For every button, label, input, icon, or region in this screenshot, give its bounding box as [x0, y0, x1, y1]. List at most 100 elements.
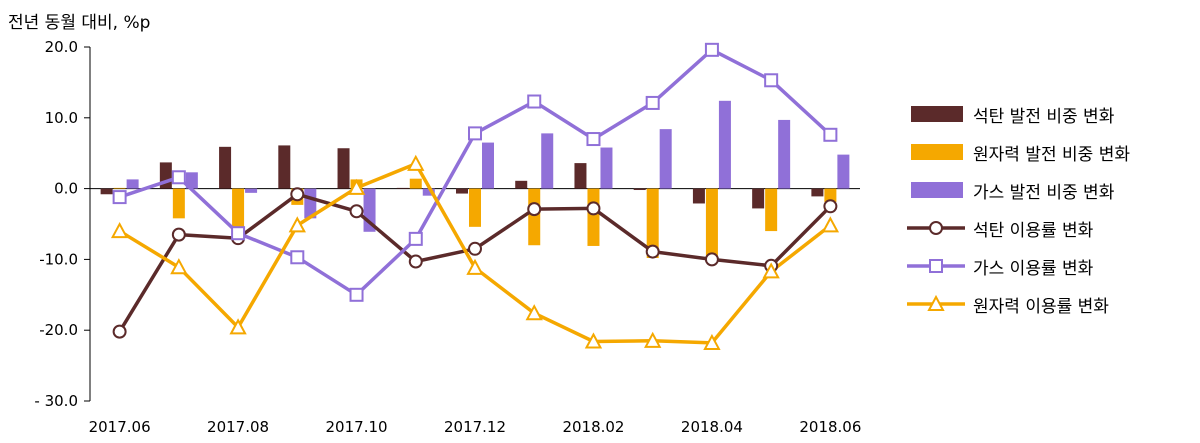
- point-nuclear-util: [525, 304, 543, 321]
- x-tick-label: 2018.04: [681, 418, 743, 436]
- y-tick-label: 10.0: [45, 109, 78, 127]
- point-coal-util: [112, 324, 127, 339]
- bar-gas-share: [482, 142, 494, 189]
- bar-gas-share: [718, 100, 731, 189]
- bar-coal-share: [633, 188, 646, 191]
- point-nuclear-util: [584, 332, 603, 349]
- chart-legend: 석탄 발전 비중 변화 원자력 발전 비중 변화 가스 발전 비중 변화 석탄 …: [905, 95, 1130, 323]
- legend-item-coal-util: 석탄 이용률 변화: [905, 209, 1130, 247]
- point-coal-util: [171, 227, 186, 242]
- bar-coal-share: [219, 146, 232, 189]
- x-tick-label: 2017.08: [207, 418, 269, 436]
- point-gas-util: [231, 226, 246, 241]
- bar-nuclear-share: [528, 188, 541, 246]
- bar-coal-share: [515, 180, 528, 189]
- bar-coal-share: [100, 188, 113, 195]
- legend-key-gas-util: [907, 259, 965, 273]
- legend-label-coal-util: 석탄 이용률 변화: [973, 220, 1094, 241]
- legend-key-nuclear-share: [911, 144, 963, 160]
- bar-nuclear-share: [469, 188, 481, 227]
- point-coal-util: [823, 199, 838, 214]
- legend-key-gas-share: [911, 182, 963, 198]
- point-gas-util: [468, 126, 482, 141]
- bar-gas-share: [422, 188, 435, 196]
- bar-nuclear-share: [587, 188, 600, 246]
- legend-label-coal-share: 석탄 발전 비중 변화: [973, 106, 1115, 127]
- point-gas-util: [171, 170, 186, 185]
- bar-coal-share: [692, 188, 705, 204]
- bar-gas-share: [600, 147, 613, 189]
- point-coal-util: [704, 252, 719, 267]
- point-coal-util: [645, 244, 660, 259]
- y-tick-label: -10.0: [39, 250, 78, 268]
- legend-item-gas-share: 가스 발전 비중 변화: [905, 171, 1130, 209]
- bar-gas-share: [245, 188, 258, 193]
- bar-nuclear-share: [646, 188, 659, 258]
- legend-label-nuclear-share: 원자력 발전 비중 변화: [973, 144, 1130, 165]
- legend-item-gas-util: 가스 이용률 변화: [905, 247, 1130, 285]
- legend-key-coal-share: [911, 106, 963, 122]
- bar-coal-share: [337, 148, 350, 189]
- point-gas-util: [645, 95, 660, 110]
- x-tick-label: 2017.06: [89, 418, 151, 436]
- bar-gas-share: [126, 179, 139, 189]
- bar-gas-share: [541, 133, 554, 189]
- point-nuclear-util: [110, 221, 129, 239]
- point-coal-util: [408, 254, 423, 269]
- bar-nuclear-share: [765, 188, 778, 232]
- point-nuclear-util: [170, 258, 188, 275]
- bar-nuclear-share: [113, 187, 126, 189]
- bar-gas-share: [659, 129, 672, 189]
- point-coal-util: [349, 204, 364, 219]
- point-nuclear-util: [762, 262, 780, 279]
- x-tick-label: 2018.06: [799, 418, 861, 436]
- point-gas-util: [349, 287, 364, 302]
- x-tick-label: 2018.02: [562, 418, 624, 436]
- y-tick-label: -20.0: [39, 321, 78, 339]
- point-coal-util: [527, 202, 542, 217]
- point-nuclear-util: [466, 258, 484, 275]
- legend-key-nuclear-util: [907, 294, 965, 311]
- point-coal-util: [290, 187, 305, 202]
- point-nuclear-util: [644, 331, 662, 348]
- bar-nuclear-share: [705, 188, 718, 258]
- point-gas-util: [527, 94, 542, 109]
- point-gas-util: [112, 190, 127, 205]
- point-gas-util: [408, 231, 423, 246]
- point-coal-util: [586, 201, 601, 216]
- bar-gas-share: [778, 119, 791, 189]
- legend-label-gas-share: 가스 발전 비중 변화: [973, 182, 1115, 203]
- point-nuclear-util: [703, 333, 721, 350]
- legend-item-coal-share: 석탄 발전 비중 변화: [905, 95, 1130, 133]
- point-nuclear-util: [821, 216, 840, 233]
- bar-nuclear-share: [409, 178, 422, 189]
- point-nuclear-util: [407, 154, 425, 171]
- bar-nuclear-share: [232, 188, 245, 228]
- point-nuclear-util: [347, 178, 366, 195]
- bar-gas-share: [837, 154, 850, 189]
- bar-nuclear-share: [172, 188, 185, 219]
- point-nuclear-util: [229, 318, 247, 335]
- legend-item-nuclear-util: 원자력 이용률 변화: [905, 285, 1130, 323]
- point-gas-util: [823, 127, 838, 142]
- legend-item-nuclear-share: 원자력 발전 비중 변화: [905, 133, 1130, 171]
- bar-coal-share: [396, 187, 409, 189]
- bar-coal-share: [752, 188, 765, 209]
- y-axis-unit-label: 전년 동월 대비, %p: [8, 13, 151, 33]
- point-gas-util: [704, 42, 719, 57]
- legend-label-gas-util: 가스 이용률 변화: [973, 258, 1094, 279]
- bar-nuclear-share: [824, 188, 837, 203]
- point-nuclear-util: [288, 216, 306, 233]
- x-tick-label: 2017.10: [326, 418, 388, 436]
- legend-label-nuclear-util: 원자력 이용률 변화: [973, 296, 1109, 317]
- point-gas-util: [290, 250, 305, 265]
- bar-coal-share: [811, 188, 824, 197]
- y-tick-label: 0.0: [54, 180, 78, 198]
- point-gas-util: [764, 73, 779, 88]
- bar-coal-share: [456, 188, 468, 194]
- y-tick-label: 20.0: [45, 38, 78, 56]
- x-tick-label: 2017.12: [444, 418, 506, 436]
- y-tick-label: - 30.0: [34, 392, 78, 410]
- bar-coal-share: [278, 145, 291, 189]
